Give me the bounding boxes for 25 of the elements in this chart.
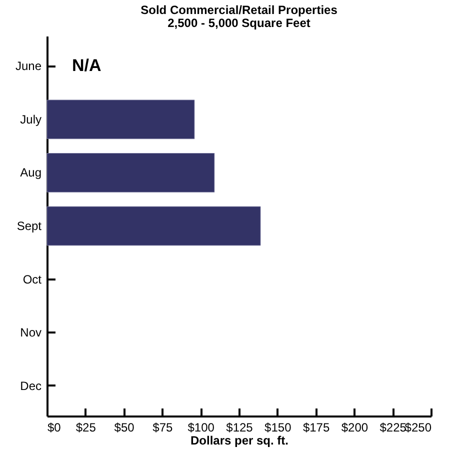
y-tick-label: June	[15, 59, 42, 74]
y-tick-label: Nov	[20, 326, 42, 340]
chart-title: Sold Commercial/Retail Properties	[140, 3, 338, 17]
x-tick-label: $175	[302, 420, 330, 434]
x-tick-label: $75	[152, 420, 174, 434]
x-axis-title: Dollars per sq. ft.	[190, 434, 289, 448]
annotation: N/A	[72, 56, 102, 76]
y-tick-label: Sept	[16, 219, 42, 233]
bar	[46, 153, 215, 192]
x-tick-label: $50	[114, 420, 135, 434]
x-tick-label: $150	[264, 420, 292, 434]
y-tick-label: Oct	[22, 272, 42, 286]
y-tick-label: July	[20, 112, 42, 126]
y-tick-label: Dec	[20, 378, 42, 393]
x-tick-label: $200	[341, 420, 368, 434]
chart-subtitle: 2,500 - 5,000 Square Feet	[168, 16, 310, 30]
bar	[46, 206, 261, 246]
x-tick-label: $225	[380, 420, 407, 434]
x-tick-label: $250	[404, 420, 432, 434]
y-tick-label: Aug	[20, 166, 42, 180]
x-tick-label: $100	[188, 420, 215, 434]
bar	[46, 100, 195, 140]
x-tick-label: $25	[76, 420, 96, 434]
x-tick-label: $125	[226, 420, 254, 434]
x-tick-label: $0	[48, 420, 62, 434]
